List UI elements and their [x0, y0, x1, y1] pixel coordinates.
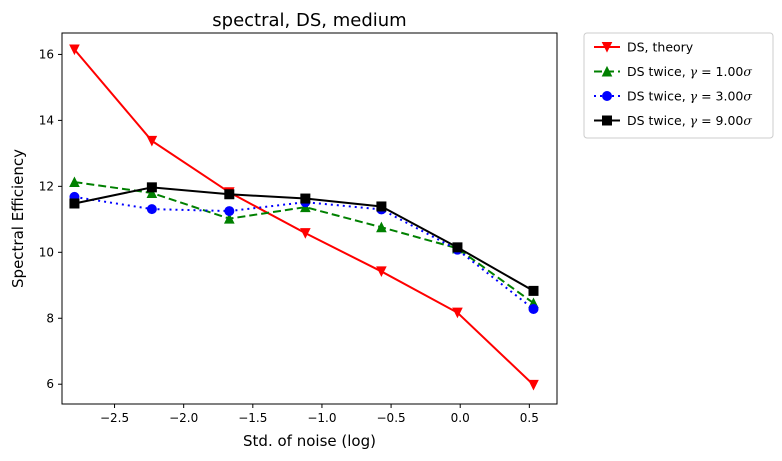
data-point	[224, 206, 235, 217]
legend-label: DS twice, γ = 9.00σ	[627, 113, 752, 128]
data-point	[146, 182, 157, 193]
x-tick-label: −1.5	[238, 411, 267, 425]
y-tick-label: 14	[39, 113, 54, 127]
y-tick-label: 12	[39, 179, 54, 193]
data-point	[528, 379, 539, 391]
legend-label: DS, theory	[627, 40, 694, 55]
data-point	[376, 221, 387, 233]
x-axis-label: Std. of noise (log)	[243, 432, 376, 450]
legend-entry: DS twice, γ = 9.00σ	[594, 113, 752, 128]
data-point	[452, 242, 463, 253]
x-axis: −2.5 −2.0 −1.5 −1.0 −0.5 0.0 0.5	[100, 404, 539, 425]
data-point	[300, 228, 311, 239]
plot-frame	[61, 32, 558, 405]
legend-box	[583, 32, 774, 139]
data-point	[223, 213, 235, 224]
series-3	[69, 182, 539, 296]
legend-label: DS twice, γ = 1.00σ	[627, 64, 752, 79]
plot-area	[61, 32, 558, 405]
legend-entry: DS twice, γ = 3.00σ	[594, 89, 752, 104]
data-point	[146, 204, 157, 215]
legend-marker	[602, 91, 612, 101]
legend-marker	[602, 115, 612, 126]
data-point	[69, 44, 80, 56]
data-point	[69, 176, 80, 188]
y-tick-label: 6	[46, 377, 54, 391]
data-point	[146, 187, 158, 198]
data-point	[452, 307, 463, 319]
y-axis-label: Spectral Efficiency	[9, 149, 27, 288]
x-tick-label: 0.5	[520, 411, 539, 425]
chart-title: spectral, DS, medium	[212, 10, 406, 31]
legend-label: DS twice, γ = 3.00σ	[627, 89, 752, 104]
data-point	[528, 304, 539, 315]
data-point	[224, 189, 235, 200]
y-axis: 6 8 10 12 14 16	[39, 47, 62, 391]
y-tick-label: 8	[46, 311, 54, 325]
data-point	[528, 285, 539, 296]
x-tick-label: −2.5	[100, 411, 129, 425]
plot-background	[62, 33, 557, 404]
data-point	[300, 193, 311, 204]
legend: DS, theory DS twice, γ = 1.00σ DS twice, γ…	[583, 32, 774, 139]
legend-marker	[601, 65, 613, 77]
data-point	[376, 201, 387, 212]
y-tick-label: 10	[39, 245, 54, 259]
legend-marker	[601, 42, 613, 53]
data-point	[146, 135, 158, 147]
x-tick-label: −2.0	[169, 411, 198, 425]
legend-entry: DS twice, γ = 1.00σ	[594, 64, 752, 79]
x-tick-label: −1.0	[307, 411, 336, 425]
data-point	[69, 198, 80, 209]
y-tick-label: 16	[39, 47, 54, 61]
x-tick-label: 0.0	[451, 411, 470, 425]
legend-entry: DS, theory	[594, 40, 694, 55]
data-point	[376, 266, 387, 278]
x-tick-label: −0.5	[377, 411, 406, 425]
